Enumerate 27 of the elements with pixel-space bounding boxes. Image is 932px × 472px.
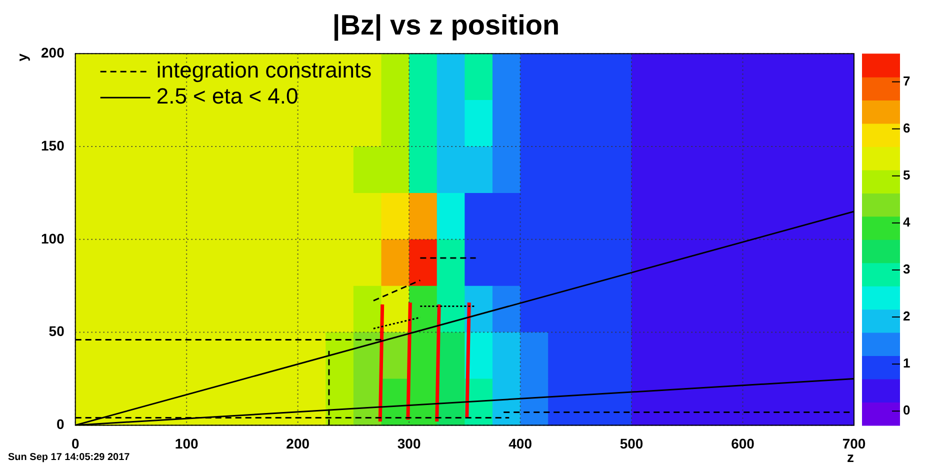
legend-label: 2.5 < eta < 4.0 [156,84,298,109]
y-tick-label: 0 [56,416,65,432]
color-bar-label: 1 [903,356,910,371]
color-bar-label: 3 [903,262,910,277]
color-bar-label: 4 [903,214,911,230]
legend-label: integration constraints [156,58,372,83]
color-bar-label: 0 [903,402,910,418]
x-tick-label: 200 [286,435,310,452]
y-tick-label: 200 [41,44,65,60]
y-tick-label: 150 [41,137,65,154]
y-tick-label: 50 [48,323,65,340]
x-tick-label: 400 [508,435,532,452]
x-tick-label: 0 [71,435,80,452]
x-tick-label: 600 [731,435,755,452]
x-tick-label: 700 [842,435,866,452]
y-axis-title: y [14,53,30,62]
color-bar-label: 6 [903,120,910,136]
x-tick-label: 300 [397,435,421,452]
x-axis-title: z [847,449,854,466]
text: Sun Sep 17 14:05:29 2017 [8,452,130,463]
color-bar-label: 2 [903,308,910,324]
color-bar-label: 5 [903,167,910,182]
x-tick-label: 500 [620,435,644,452]
y-tick-label: 100 [41,230,65,246]
x-tick-label: 100 [174,435,198,452]
chart-title: |Bz| vs z position [332,10,560,42]
color-bar-label: 7 [903,73,910,88]
